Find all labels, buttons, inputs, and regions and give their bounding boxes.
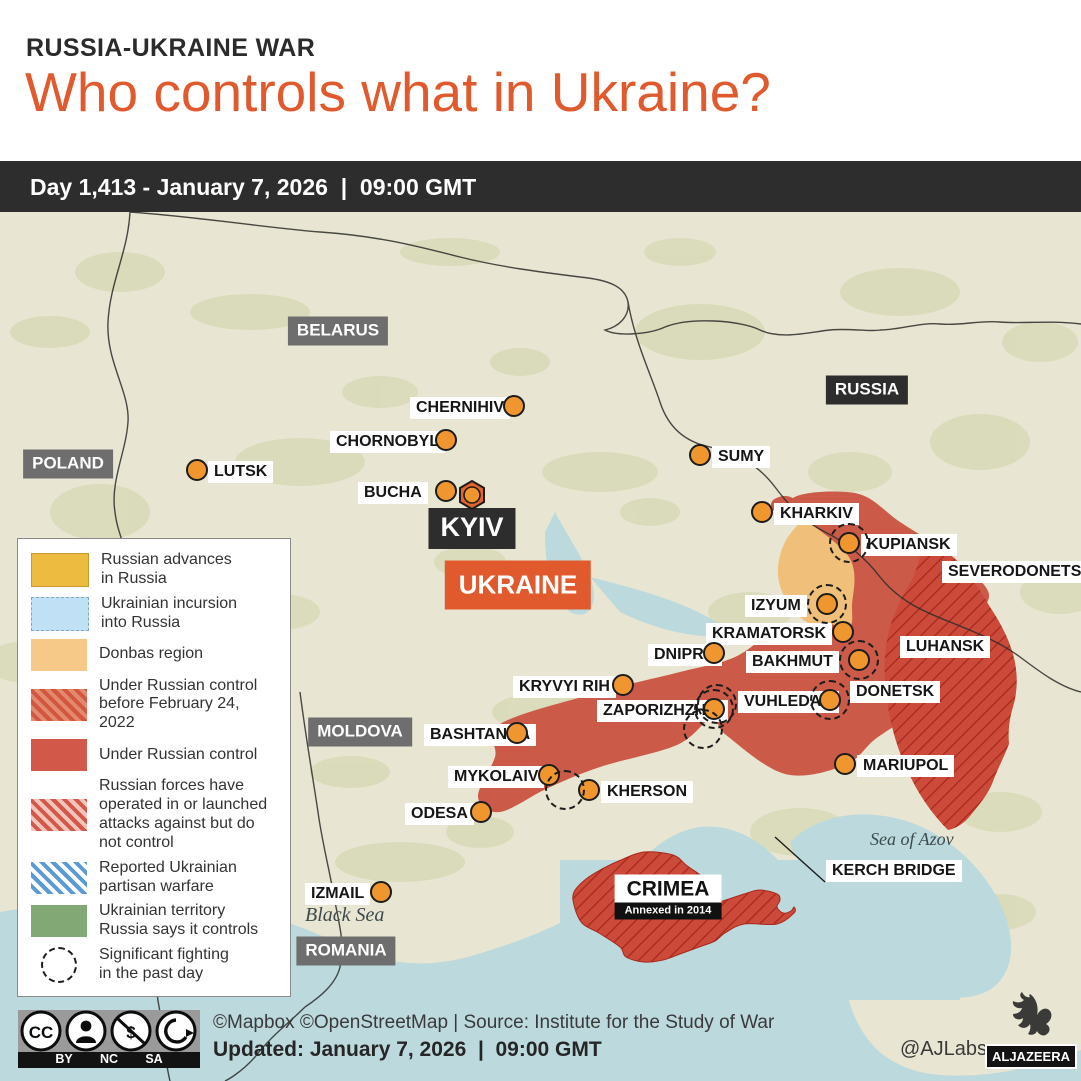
svg-text:CC: CC (29, 1023, 54, 1042)
svg-text:SA: SA (145, 1052, 162, 1066)
svg-text:BY: BY (55, 1052, 73, 1066)
svg-text:NC: NC (100, 1052, 118, 1066)
